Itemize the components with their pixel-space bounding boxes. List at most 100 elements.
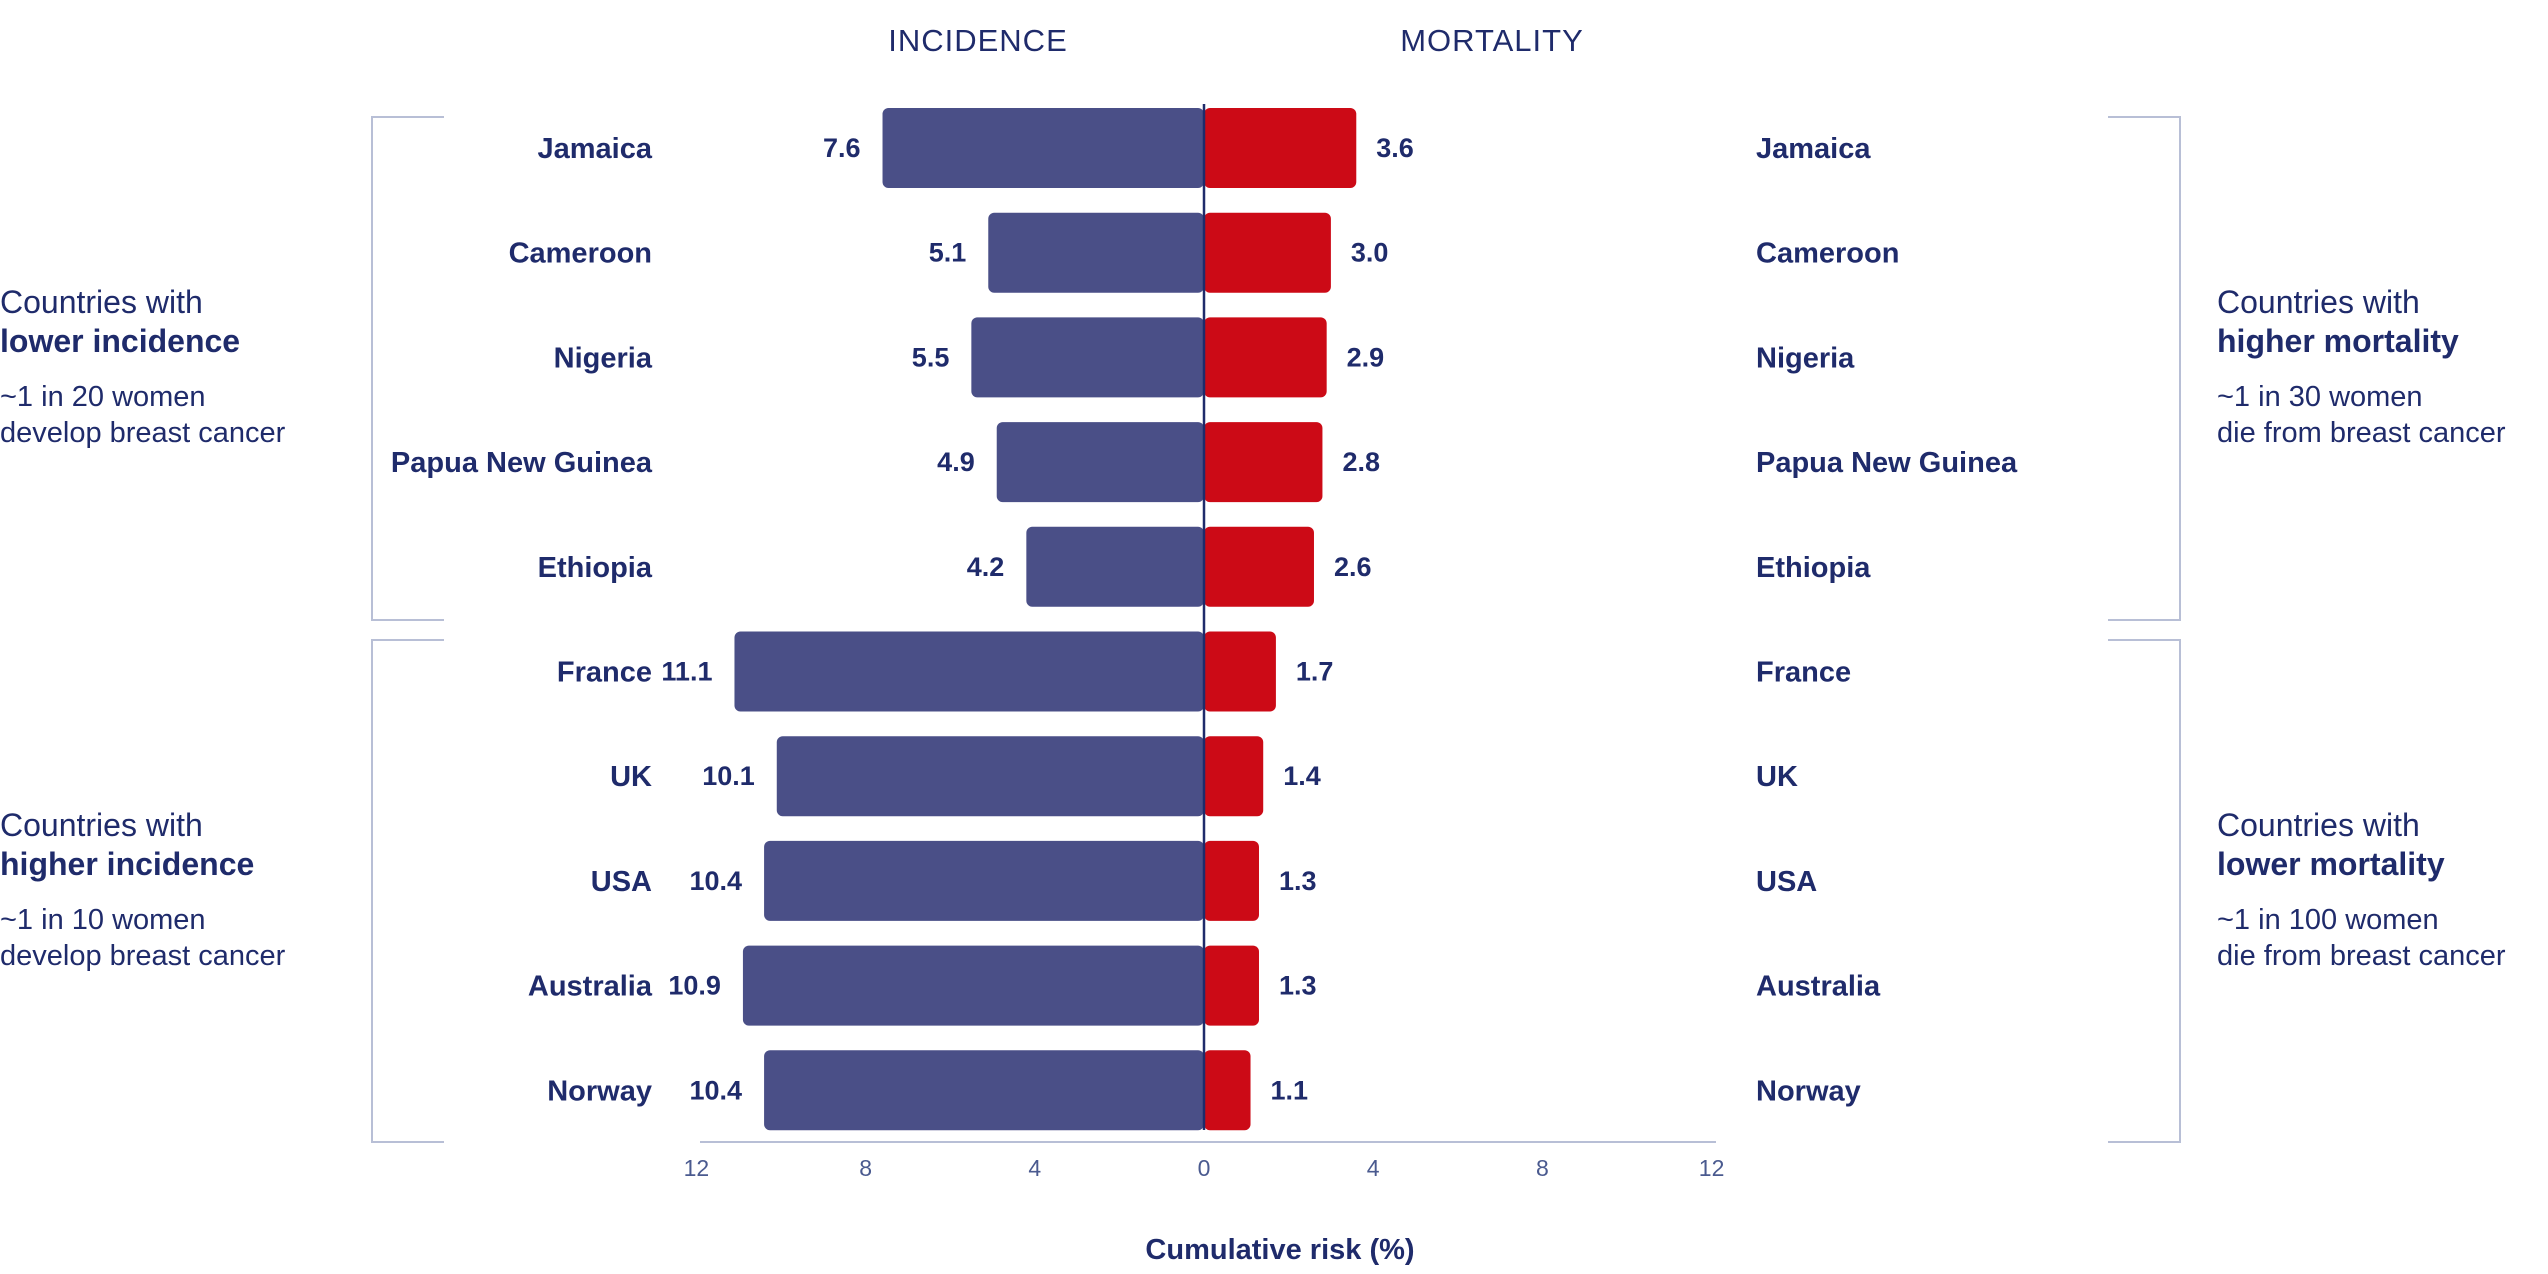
bracket-left-bottom: [371, 639, 444, 1143]
incidence-panel-title: INCIDENCE: [888, 23, 1068, 58]
mortality-value-label: 2.8: [1342, 447, 1380, 477]
x-tick-label: 8: [859, 1155, 872, 1181]
group-brackets: [371, 116, 2181, 1143]
incidence-bar-papua-new-guinea: [996, 422, 1204, 503]
group-label-right-bottom: Countries with lower mortality ~1 in 100…: [2217, 806, 2506, 974]
group-label-line: Countries with: [2217, 284, 2420, 320]
group-note-line: ~1 in 20 women: [0, 381, 206, 413]
left-country-labels: Jamaica Cameroon Nigeria Papua New Guinea Et…: [391, 133, 653, 1107]
group-note-line: develop breast cancer: [0, 417, 286, 449]
country-label-left: France: [557, 657, 652, 689]
country-label-left: Papua New Guinea: [391, 447, 653, 479]
country-label-right: Papua New Guinea: [1756, 447, 2018, 479]
x-tick-label: 12: [1699, 1155, 1725, 1181]
mortality-bar-norway: [1204, 1050, 1251, 1131]
group-label-note: ~1 in 100 women die from breast cancer: [2217, 902, 2506, 974]
group-label-left-top: Countries with lower incidence ~1 in 20 …: [0, 283, 285, 451]
incidence-value-label: 11.1: [661, 657, 712, 687]
incidence-bar-uk: [776, 736, 1204, 817]
group-label-line: Countries with: [0, 284, 203, 320]
country-label-left: Norway: [547, 1075, 652, 1107]
mortality-bar-france: [1204, 631, 1276, 712]
mortality-bar-jamaica: [1204, 108, 1357, 188]
incidence-value-label: 5.1: [929, 238, 967, 268]
incidence-bar-norway: [764, 1050, 1204, 1131]
group-label-note: ~1 in 20 women develop breast cancer: [0, 379, 285, 451]
incidence-value-label: 5.5: [912, 342, 950, 372]
country-label-left: Cameroon: [509, 238, 652, 270]
country-label-left: Ethiopia: [538, 552, 653, 584]
group-label-note: ~1 in 10 women develop breast cancer: [0, 902, 285, 974]
country-label-right: Norway: [1756, 1075, 1861, 1107]
mortality-value-label: 2.9: [1347, 342, 1385, 372]
mortality-panel-title: MORTALITY: [1400, 23, 1584, 58]
x-tick-label: 4: [1367, 1155, 1380, 1181]
country-label-right: UK: [1756, 761, 1798, 793]
group-note-line: die from breast cancer: [2217, 940, 2506, 972]
group-label-emphasis: lower mortality: [2217, 846, 2445, 882]
country-label-right: Nigeria: [1756, 342, 1855, 374]
mortality-bar-nigeria: [1204, 317, 1327, 398]
incidence-value-label: 10.9: [668, 971, 721, 1001]
incidence-value-label: 4.2: [967, 552, 1005, 582]
x-tick-label: 4: [1028, 1155, 1041, 1181]
group-note-line: ~1 in 30 women: [2217, 381, 2423, 413]
mortality-value-label: 1.3: [1279, 971, 1317, 1001]
group-label-line: Countries with: [0, 807, 203, 843]
group-label-emphasis: lower incidence: [0, 323, 241, 359]
group-note-line: die from breast cancer: [2217, 417, 2506, 449]
right-country-labels: Jamaica Cameroon Nigeria Papua New Guinea Et…: [1756, 133, 2018, 1107]
country-label-right: USA: [1756, 866, 1817, 898]
incidence-bar-france: [734, 631, 1204, 712]
group-note-line: develop breast cancer: [0, 940, 286, 972]
x-tick-label: 12: [684, 1155, 710, 1181]
incidence-value-label: 10.4: [690, 866, 743, 896]
mortality-value-label: 1.4: [1283, 761, 1321, 791]
country-label-right: France: [1756, 657, 1851, 689]
group-note-line: ~1 in 100 women: [2217, 904, 2439, 936]
country-label-left: Australia: [528, 971, 653, 1003]
mortality-value-label: 1.1: [1271, 1075, 1309, 1105]
bracket-right-top: [2108, 116, 2181, 621]
incidence-bar-australia: [742, 945, 1204, 1026]
bars-layer: [734, 108, 1357, 1131]
x-tick-labels: 12 8 4 0 4 8 12: [684, 1155, 1725, 1181]
group-label-emphasis: higher incidence: [0, 846, 255, 882]
country-label-left: UK: [610, 761, 652, 793]
incidence-value-label: 10.1: [702, 761, 755, 791]
mortality-value-label: 2.6: [1334, 552, 1372, 582]
incidence-bar-ethiopia: [1026, 526, 1204, 607]
incidence-bar-jamaica: [882, 108, 1204, 188]
incidence-bar-cameroon: [988, 212, 1204, 293]
country-label-left: USA: [591, 866, 652, 898]
country-label-right: Jamaica: [1756, 133, 1871, 165]
mortality-bar-papua-new-guinea: [1204, 422, 1323, 503]
group-label-right-top: Countries with higher mortality ~1 in 30…: [2217, 283, 2506, 451]
mortality-bar-cameroon: [1204, 212, 1331, 293]
country-label-left: Jamaica: [538, 133, 653, 165]
x-axis-title: Cumulative risk (%): [1145, 1234, 1414, 1266]
value-labels: 7.6 3.6 5.1 3.0 5.5 2.9 4.9 2.8 4.2 2.6 11.1 1.7 10.…: [661, 133, 1413, 1105]
incidence-bar-usa: [764, 840, 1204, 921]
mortality-value-label: 3.0: [1351, 238, 1389, 268]
group-label-note: ~1 in 30 women die from breast cancer: [2217, 379, 2506, 451]
group-label-line: Countries with: [2217, 807, 2420, 843]
mortality-value-label: 3.6: [1376, 133, 1414, 163]
incidence-value-label: 7.6: [823, 133, 861, 163]
incidence-bar-nigeria: [971, 317, 1204, 398]
mortality-bar-ethiopia: [1204, 526, 1314, 607]
group-label-emphasis: higher mortality: [2217, 323, 2459, 359]
country-label-left: Nigeria: [554, 342, 653, 374]
country-label-right: Ethiopia: [1756, 552, 1871, 584]
mortality-bar-australia: [1204, 945, 1259, 1026]
incidence-value-label: 4.9: [937, 447, 975, 477]
mortality-value-label: 1.3: [1279, 866, 1317, 896]
x-tick-label: 0: [1198, 1155, 1211, 1181]
incidence-value-label: 10.4: [690, 1075, 743, 1105]
bracket-right-bottom: [2108, 639, 2181, 1143]
bracket-left-top: [371, 116, 444, 621]
mortality-value-label: 1.7: [1296, 657, 1334, 687]
country-label-right: Australia: [1756, 971, 1881, 1003]
mortality-bar-uk: [1204, 736, 1264, 817]
